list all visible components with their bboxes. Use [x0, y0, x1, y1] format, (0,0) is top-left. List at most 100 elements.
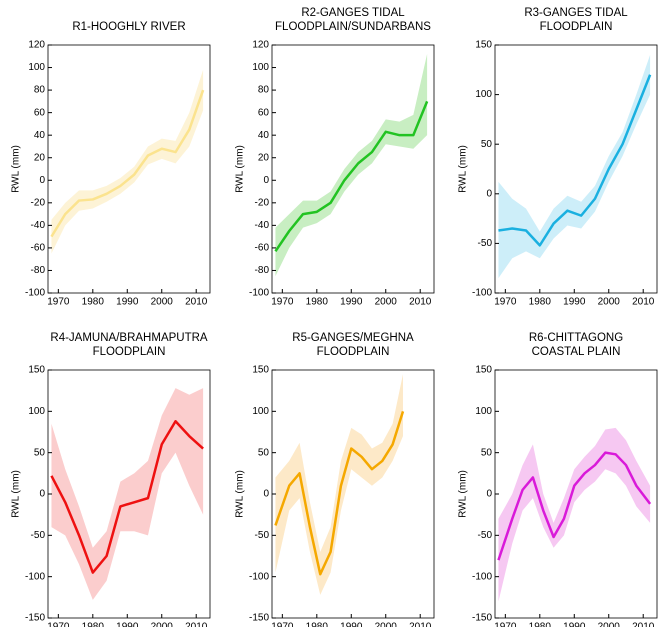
y-tick-label: 80 [258, 85, 270, 96]
x-tick-label: 1980 [306, 622, 329, 627]
x-tick-label: 1990 [340, 297, 363, 308]
y-tick-label: -150 [249, 613, 269, 624]
y-tick-label: 100 [475, 406, 492, 417]
y-tick-label: -100 [25, 288, 45, 299]
y-tick-label: 50 [34, 447, 46, 458]
y-axis-label: RWL (mm) [235, 145, 246, 193]
y-tick-label: 50 [258, 447, 270, 458]
x-tick-label: 1970 [271, 622, 294, 627]
x-tick-label: 2000 [598, 622, 621, 627]
y-tick-label: -40 [31, 220, 46, 231]
panel: R5-GANGES/MEGHNA FLOODPLAIN RWL (mm) -150 -1… [235, 332, 435, 627]
x-tick-label: 1970 [494, 622, 517, 627]
y-tick-label: 0 [39, 489, 45, 500]
y-tick-label: 100 [28, 62, 45, 73]
y-tick-label: 0 [39, 175, 45, 186]
panel: R2-GANGES TIDAL FLOODPLAIN/SUNDARBANS RWL … [235, 7, 435, 308]
x-tick-label: 1990 [116, 622, 139, 627]
y-tick-label: 120 [28, 40, 45, 51]
y-tick-label: -50 [478, 530, 493, 541]
panel: R1-HOOGHLY RIVER RWL (mm) -100 -80 -60 -40 -20… [11, 21, 211, 308]
x-tick-label: 1980 [82, 622, 105, 627]
confidence-band [498, 427, 651, 602]
y-tick-label: 100 [252, 62, 269, 73]
y-tick-label: 40 [34, 130, 46, 141]
plot-frame [47, 44, 211, 294]
y-tick-label: 80 [34, 85, 46, 96]
y-tick-label: -100 [249, 288, 269, 299]
panel-title: FLOODPLAIN [93, 346, 166, 358]
x-tick-label: 1980 [529, 297, 552, 308]
y-tick-label: -150 [472, 613, 492, 624]
y-tick-label: -80 [255, 265, 270, 276]
x-tick-label: 2010 [185, 622, 208, 627]
y-tick-label: 100 [475, 89, 492, 100]
x-tick-label: 2010 [185, 297, 208, 308]
x-tick-label: 1990 [563, 622, 586, 627]
panel-title: COASTAL PLAIN [532, 346, 621, 358]
x-tick-label: 2000 [151, 622, 174, 627]
x-tick-label: 1970 [47, 622, 70, 627]
panel-title: R6-CHITTAGONG [529, 332, 623, 344]
panel: R3-GANGES TIDAL FLOODPLAIN RWL (mm) -100 -50… [458, 7, 658, 308]
y-tick-label: 100 [252, 406, 269, 417]
x-tick-label: 1990 [116, 297, 139, 308]
y-tick-label: -80 [31, 265, 46, 276]
x-tick-label: 1980 [306, 297, 329, 308]
x-tick-label: 1970 [494, 297, 517, 308]
x-tick-label: 1980 [82, 297, 105, 308]
y-tick-label: 50 [481, 447, 493, 458]
confidence-band [275, 374, 403, 595]
y-axis-label: RWL (mm) [11, 470, 22, 518]
panel-title: FLOODPLAIN [317, 346, 390, 358]
x-tick-label: 2010 [409, 622, 432, 627]
y-tick-label: -20 [255, 197, 270, 208]
confidence-band [275, 54, 428, 277]
panel-title: R5-GANGES/MEGHNA [292, 332, 414, 344]
confidence-band [498, 54, 651, 279]
plot-frame [494, 44, 658, 294]
line [50, 89, 205, 238]
x-tick-label: 2000 [151, 297, 174, 308]
y-tick-label: -50 [255, 530, 270, 541]
y-tick-label: 40 [258, 130, 270, 141]
y-tick-label: 100 [28, 406, 45, 417]
y-tick-label: -60 [31, 243, 46, 254]
x-tick-label: 2010 [632, 297, 655, 308]
y-tick-label: 60 [258, 107, 270, 118]
panel-title: FLOODPLAIN [540, 21, 613, 33]
panel-title: R2-GANGES TIDAL [301, 7, 405, 19]
line [50, 420, 204, 574]
y-tick-label: 120 [252, 40, 269, 51]
y-tick-label: -40 [255, 220, 270, 231]
y-tick-label: -50 [478, 238, 493, 249]
y-tick-label: 0 [263, 489, 269, 500]
x-tick-label: 1970 [47, 297, 70, 308]
panel-title: R3-GANGES TIDAL [524, 7, 628, 19]
x-tick-label: 2010 [409, 297, 432, 308]
y-axis-label: RWL (mm) [458, 470, 469, 518]
y-tick-label: 0 [263, 175, 269, 186]
y-tick-label: -100 [25, 571, 45, 582]
y-tick-label: 0 [486, 489, 492, 500]
y-tick-label: 150 [28, 365, 45, 376]
y-axis-label: RWL (mm) [235, 470, 246, 518]
x-tick-label: 2000 [375, 622, 398, 627]
y-tick-label: -20 [31, 197, 46, 208]
y-tick-label: -100 [472, 288, 492, 299]
x-tick-label: 1970 [271, 297, 294, 308]
panel: R6-CHITTAGONG COASTAL PLAIN RWL (mm) -150 -1… [458, 332, 658, 627]
x-tick-label: 1990 [563, 297, 586, 308]
y-axis-label: RWL (mm) [458, 145, 469, 193]
y-tick-label: -150 [25, 613, 45, 624]
y-tick-label: 50 [481, 139, 493, 150]
x-tick-label: 1980 [529, 622, 552, 627]
panel-title: R1-HOOGHLY RIVER [72, 21, 185, 33]
confidence-band [51, 69, 204, 254]
panel-title: FLOODPLAIN/SUNDARBANS [275, 21, 431, 33]
line [274, 100, 429, 252]
y-tick-label: 150 [475, 365, 492, 376]
y-tick-label: 60 [34, 107, 46, 118]
line [498, 74, 652, 247]
